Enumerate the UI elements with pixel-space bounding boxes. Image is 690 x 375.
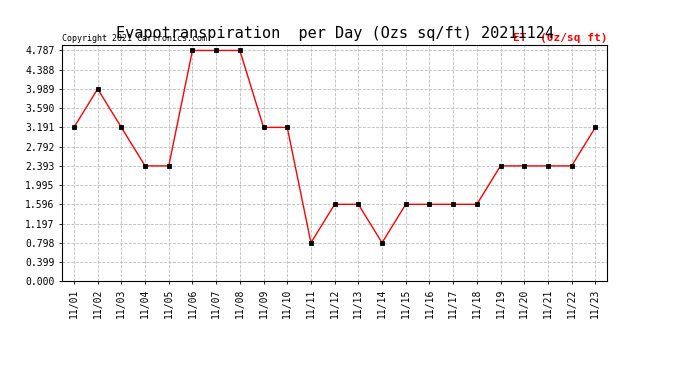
- Title: Evapotranspiration  per Day (Ozs sq/ft) 20211124: Evapotranspiration per Day (Ozs sq/ft) 2…: [116, 26, 553, 41]
- Text: ET  (0z/sq ft): ET (0z/sq ft): [513, 33, 607, 43]
- Text: Copyright 2021 Cartronics.com: Copyright 2021 Cartronics.com: [62, 34, 207, 43]
